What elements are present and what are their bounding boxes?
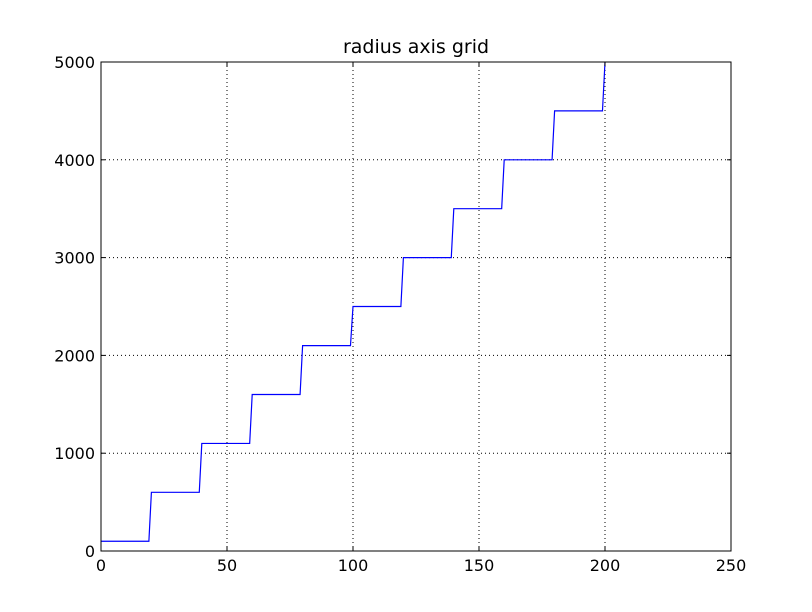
x-tick-label: 200 [590,556,621,575]
x-tick-label: 150 [464,556,495,575]
chart-title: radius axis grid [342,36,490,58]
y-tick-label: 1000 [54,444,95,463]
x-tick-label: 250 [716,556,747,575]
y-tick-label: 3000 [54,249,95,268]
axes-frame [100,61,732,552]
series-line [101,61,606,542]
y-tick-label: 5000 [54,53,95,72]
x-tick-label: 100 [338,556,369,575]
y-tick-label: 2000 [54,346,95,365]
y-tick-label: 4000 [54,151,95,170]
plot-background [101,62,731,551]
y-tick-label: 0 [85,542,95,561]
x-tick-label: 50 [217,556,237,575]
x-tick-label: 0 [96,556,106,575]
